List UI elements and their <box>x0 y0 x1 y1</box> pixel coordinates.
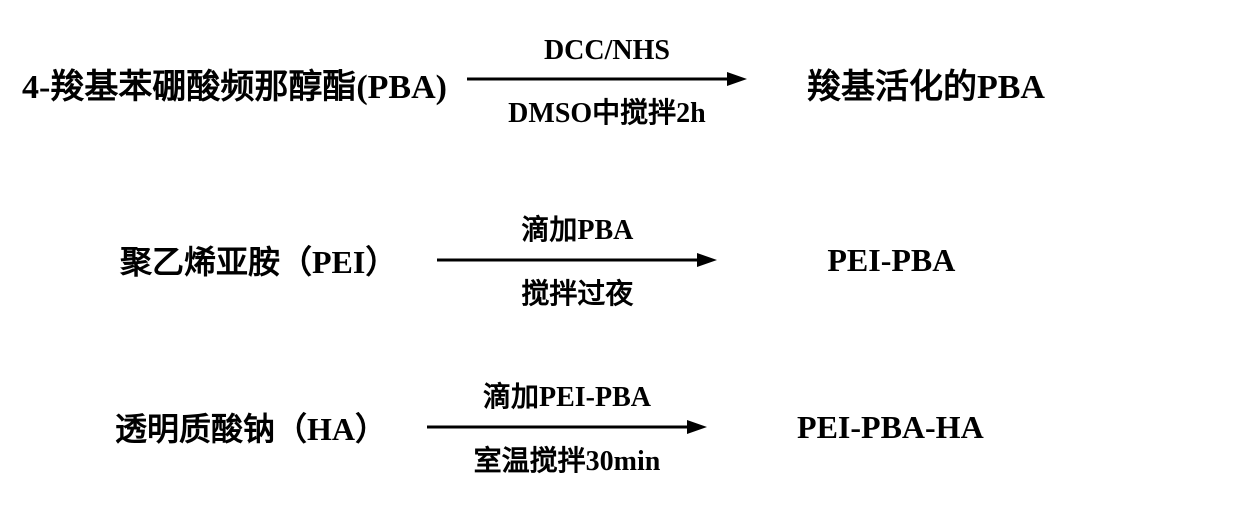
product-2: PEI-PBA <box>827 242 955 279</box>
arrow-icon <box>437 250 717 270</box>
reaction-row-1: 4-羧基苯硼酸频那醇酯(PBA) DCC/NHS DMSO中搅拌2h 羧基活化的… <box>0 35 1239 131</box>
product-3: PEI-PBA-HA <box>797 409 984 446</box>
arrow-below-2: 搅拌过夜 <box>521 272 633 312</box>
reaction-row-2: 聚乙烯亚胺（PEI） 滴加PBA 搅拌过夜 PEI-PBA <box>0 208 1239 312</box>
reactant-3: 透明质酸钠（HA） <box>115 404 387 450</box>
arrow-icon <box>467 69 747 89</box>
arrow-above-1: DCC/NHS <box>544 35 670 67</box>
arrow-icon <box>427 417 707 437</box>
arrow-above-3: 滴加PEI-PBA <box>483 375 651 415</box>
arrow-block-3: 滴加PEI-PBA 室温搅拌30min <box>427 375 707 479</box>
arrow-block-1: DCC/NHS DMSO中搅拌2h <box>467 35 747 131</box>
arrow-below-3: 室温搅拌30min <box>474 439 661 479</box>
reactant-1: 4-羧基苯硼酸频那醇酯(PBA) <box>22 59 447 108</box>
product-1: 羧基活化的PBA <box>807 59 1045 108</box>
arrow-above-2: 滴加PBA <box>521 208 633 248</box>
reaction-row-3: 透明质酸钠（HA） 滴加PEI-PBA 室温搅拌30min PEI-PBA-HA <box>0 375 1239 479</box>
reactant-2: 聚乙烯亚胺（PEI） <box>120 237 397 283</box>
arrow-block-2: 滴加PBA 搅拌过夜 <box>437 208 717 312</box>
arrow-below-1: DMSO中搅拌2h <box>508 91 706 131</box>
